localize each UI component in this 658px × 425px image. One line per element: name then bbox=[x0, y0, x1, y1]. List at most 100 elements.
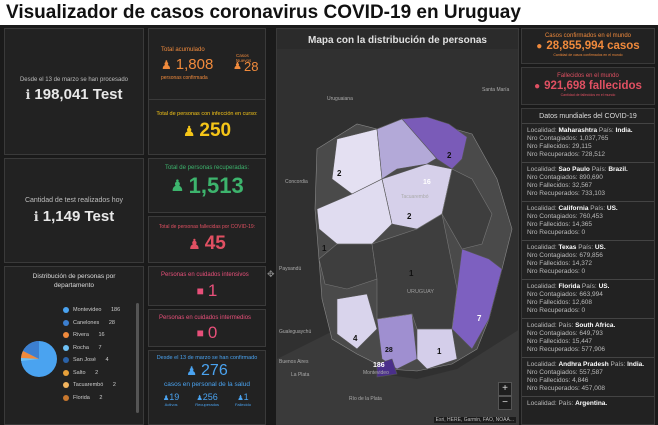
map-place-label: Río de la Plata bbox=[349, 396, 382, 402]
total-label: Total acumulado bbox=[161, 47, 205, 53]
total-value: 1,808 bbox=[175, 56, 214, 73]
map-count-label: 16 bbox=[423, 179, 431, 186]
map-place-label: Uruguaiana bbox=[327, 96, 353, 102]
intermediate-value: 0 bbox=[207, 323, 218, 342]
recovered-value: 1,513 bbox=[188, 173, 244, 198]
deceased-panel: Total de personas fallecidas por COVID-1… bbox=[148, 216, 266, 263]
zoom-in-button[interactable]: + bbox=[498, 382, 512, 396]
map-title: Mapa con la distribución de personas bbox=[308, 35, 487, 46]
map-count-label: 28 bbox=[385, 347, 393, 354]
active-panel: Total de personas con infección en curso… bbox=[148, 99, 266, 155]
dashboard: Desde el 13 de marzo se han procesado ℹ … bbox=[0, 25, 658, 425]
deceased-label: Total de personas fallecidas por COVID-1… bbox=[158, 224, 256, 230]
map-place-label: Gualeguaychú bbox=[279, 329, 312, 335]
list-item[interactable]: Localidad: Texas País: US. Nro Contagiado… bbox=[522, 240, 654, 279]
world-confirmed-label: Casos confirmados en el mundo bbox=[544, 33, 632, 39]
world-deceased-value: 921,698 fallecidos bbox=[544, 80, 642, 92]
health-staff-value: 276 bbox=[201, 362, 228, 379]
active-label: Total de personas con infección en curso… bbox=[156, 111, 258, 117]
map-count-label: 7 bbox=[477, 314, 482, 323]
world-confirmed-panel: Casos confirmados en el mundo ● 28,855,9… bbox=[521, 28, 655, 64]
person-icon: ♟ bbox=[161, 57, 172, 72]
legend-dot bbox=[63, 382, 69, 389]
recovered-panel: Total de personas recuperadas: ♟ 1,513 bbox=[148, 158, 266, 213]
legend-dot bbox=[63, 357, 69, 364]
legend-item: San José 4 bbox=[63, 354, 135, 367]
legend-dot bbox=[63, 319, 69, 326]
icu-label: Personas en cuidados intensivos bbox=[161, 272, 249, 278]
tests-today-label: Cantidad de test realizados hoy bbox=[24, 197, 124, 204]
legend-item: Tacuarembó 2 bbox=[63, 379, 135, 392]
person-icon: ♟ bbox=[233, 61, 242, 72]
health-stat-recovered: ♟256 Recuperados bbox=[195, 392, 220, 407]
legend-item: Salto 2 bbox=[63, 367, 135, 380]
person-icon: ♟ bbox=[182, 122, 196, 139]
world-confirmed-value: 28,855,994 casos bbox=[546, 40, 640, 52]
legend-item: Florida 2 bbox=[63, 392, 135, 405]
zoom-out-button[interactable]: − bbox=[498, 396, 512, 410]
icu-value: 1 bbox=[207, 281, 218, 300]
tests-processed-value: 198,041 Test bbox=[34, 86, 123, 103]
active-value: 250 bbox=[199, 120, 232, 141]
person-icon: ♟ bbox=[196, 395, 203, 402]
legend-dot bbox=[63, 369, 69, 376]
map-count-label: 1 bbox=[437, 347, 442, 356]
info-icon: ℹ bbox=[25, 86, 31, 102]
health-staff-label: Desde el 13 de marzo se han confirmado bbox=[156, 355, 258, 361]
legend-item: Rocha 7 bbox=[63, 342, 135, 355]
list-item[interactable]: Localidad: Maharashtra País: India. Nro C… bbox=[522, 123, 654, 162]
uruguay-map[interactable] bbox=[277, 29, 519, 425]
health-staff-panel: Desde el 13 de marzo se han confirmado ♟… bbox=[148, 350, 266, 425]
legend-item: Rivera 16 bbox=[63, 329, 135, 342]
list-item[interactable]: Localidad: País: Argentina. bbox=[522, 396, 654, 411]
map-count-label: 186 bbox=[373, 362, 385, 369]
map-count-label: 1 bbox=[322, 244, 327, 253]
person-icon: ♟ bbox=[162, 395, 170, 402]
bed-icon: ■ bbox=[196, 284, 204, 298]
world-deceased-panel: Fallecidos en el mundo ● 921,698 falleci… bbox=[521, 67, 655, 105]
intermediate-panel: Personas en cuidados intermedios ■ 0 bbox=[148, 309, 266, 347]
map-place-label: URUGUAY bbox=[407, 289, 435, 295]
list-item[interactable]: Localidad: Florida País: US. Nro Contagia… bbox=[522, 279, 654, 318]
distribution-title: Distribución de personas por departament… bbox=[32, 273, 116, 289]
person-icon: ♟ bbox=[188, 235, 201, 252]
intermediate-label: Personas en cuidados intermedios bbox=[159, 315, 252, 321]
health-stat-active: ♟19 Activos bbox=[162, 392, 180, 407]
world-list-panel: Datos mundiales del COVID-19 Localidad: … bbox=[521, 108, 655, 425]
legend-scrollbar[interactable] bbox=[136, 303, 139, 413]
map-panel[interactable]: Mapa con la distribución de personas ⌂ ☰… bbox=[276, 28, 519, 425]
world-list: Localidad: Maharashtra País: India. Nro C… bbox=[522, 123, 654, 411]
title-bar: Visualizador de casos coronavirus COVID-… bbox=[0, 0, 658, 25]
drag-handle-icon[interactable]: ✥ bbox=[267, 269, 275, 279]
distribution-pie-chart bbox=[20, 341, 57, 377]
tests-today-panel: Cantidad de test realizados hoy ℹ 1,149 … bbox=[4, 158, 144, 263]
map-place-label: Tacuarembó bbox=[401, 194, 429, 200]
world-deceased-label: Fallecidos en el mundo bbox=[557, 73, 619, 79]
list-item[interactable]: Localidad: País: South Africa. Nro Contag… bbox=[522, 318, 654, 357]
person-icon: ♟ bbox=[237, 395, 244, 402]
list-item[interactable]: Localidad: Sao Paulo País: Brazil. Nro Co… bbox=[522, 162, 654, 201]
person-icon: ♟ bbox=[186, 364, 198, 378]
map-place-label: Buenos Aires bbox=[279, 359, 309, 365]
legend-dot bbox=[63, 307, 69, 314]
map-place-label: Santa María bbox=[482, 87, 510, 93]
list-item[interactable]: Localidad: Andhra Pradesh País: India. Nr… bbox=[522, 357, 654, 396]
health-staff-sub: casos en personal de la salud bbox=[163, 381, 250, 388]
legend-item: Canelones 28 bbox=[63, 317, 135, 330]
list-item[interactable]: Localidad: California País: US. Nro Conta… bbox=[522, 201, 654, 240]
map-count-label: 1 bbox=[409, 269, 414, 278]
new-cases-value: 28 bbox=[243, 59, 259, 74]
person-icon: ♟ bbox=[170, 178, 185, 195]
recovered-label: Total de personas recuperadas: bbox=[164, 165, 250, 171]
map-count-label: 2 bbox=[447, 151, 452, 160]
legend-item: Montevideo 186 bbox=[63, 304, 135, 317]
map-place-label: Paysandú bbox=[279, 266, 302, 272]
info-icon: ● bbox=[536, 40, 543, 52]
legend-dot bbox=[63, 394, 69, 401]
total-sub: personas confirmada bbox=[161, 75, 208, 81]
tests-processed-label: Desde el 13 de marzo se han procesado bbox=[19, 77, 129, 83]
map-count-label: 4 bbox=[353, 334, 358, 343]
bed-icon: ■ bbox=[196, 326, 204, 340]
map-place-label: La Plata bbox=[291, 372, 310, 378]
info-icon: ℹ bbox=[33, 208, 39, 224]
